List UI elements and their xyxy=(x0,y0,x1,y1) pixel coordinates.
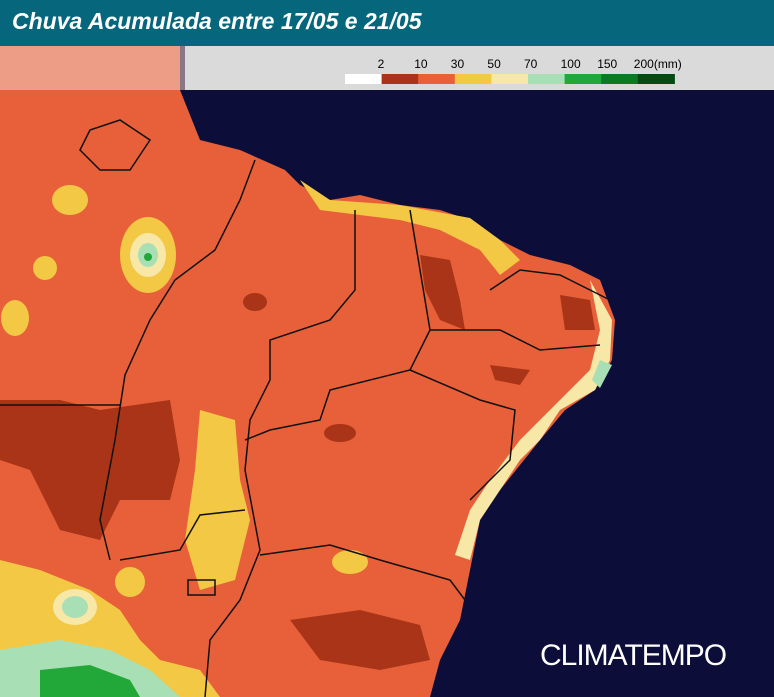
legend-swatch xyxy=(345,74,383,84)
legend-swatch xyxy=(418,74,456,84)
watermark: CLIMATEMPO xyxy=(540,639,726,672)
legend-swatch xyxy=(637,74,675,84)
legend-label: 150 xyxy=(597,57,617,71)
legend-label: 10 xyxy=(414,57,428,71)
state-borders xyxy=(0,119,611,697)
legend-label: 50 xyxy=(487,57,501,71)
legend-label: 2 xyxy=(378,57,385,71)
legend-label: 100 xyxy=(561,57,581,71)
legend-fade xyxy=(0,46,185,90)
legend-swatch xyxy=(454,74,492,84)
legend-swatch xyxy=(381,74,419,84)
title: Chuva Acumulada entre 17/05 e 21/05 xyxy=(12,8,423,34)
legend-swatch xyxy=(491,74,529,84)
legend-swatch xyxy=(601,74,639,84)
legend-swatch xyxy=(564,74,602,84)
legend-label: 200(mm) xyxy=(634,57,682,71)
title-bar xyxy=(0,0,774,46)
legend-swatch xyxy=(528,74,566,84)
legend-label: 70 xyxy=(524,57,538,71)
legend-label: 30 xyxy=(451,57,465,71)
legend: 2 10 30 50 70 100 150 200(mm) xyxy=(345,57,682,84)
